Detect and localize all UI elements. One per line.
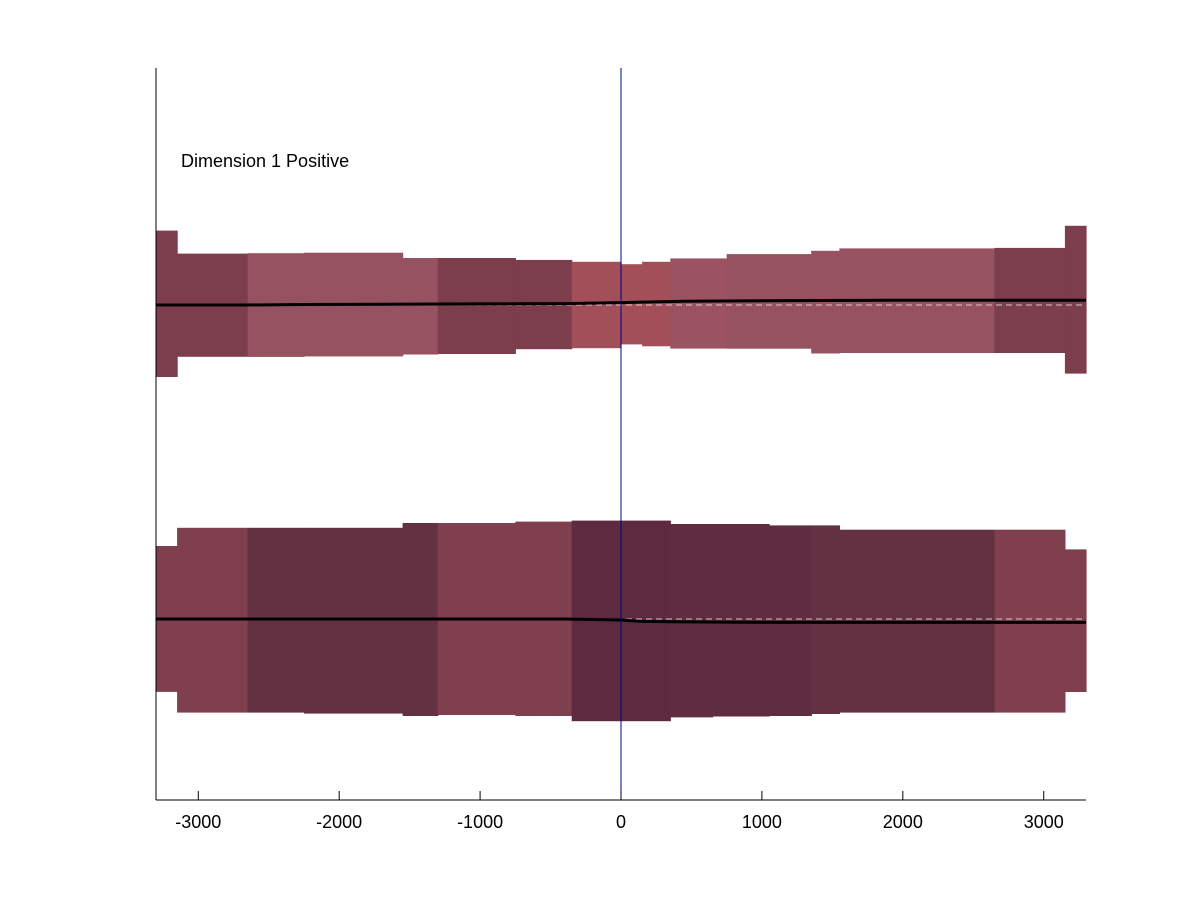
x-tick-label: 3000 <box>1024 812 1064 832</box>
band-segment-upper-12 <box>811 250 840 354</box>
annotation-text: Dimension 1 Positive <box>181 151 349 171</box>
x-tick-label: -2000 <box>316 812 362 832</box>
band-segment-lower-3 <box>304 527 404 714</box>
x-tick-label: 0 <box>616 812 626 832</box>
band-segment-upper-10 <box>670 258 728 349</box>
band-segment-upper-5 <box>437 258 516 354</box>
x-tick-label: -3000 <box>175 812 221 832</box>
center-line-lower <box>156 617 1086 624</box>
band-segment-upper-8 <box>621 264 643 345</box>
x-ticks: -3000 -2000 -1000 0 1000 2000 3000 <box>175 791 1064 832</box>
band-segment-upper-9 <box>642 261 671 347</box>
band-segment-lower-10 <box>712 524 770 717</box>
x-tick-label: 2000 <box>883 812 923 832</box>
band-segment-upper-4 <box>402 258 439 355</box>
band-segment-lower-11 <box>769 525 812 716</box>
x-tick-label: -1000 <box>457 812 503 832</box>
band-segment-lower-15 <box>1064 549 1087 692</box>
x-tick-label: 1000 <box>742 812 782 832</box>
band-segment-lower-12 <box>811 525 840 714</box>
center-line-upper <box>156 298 1086 307</box>
